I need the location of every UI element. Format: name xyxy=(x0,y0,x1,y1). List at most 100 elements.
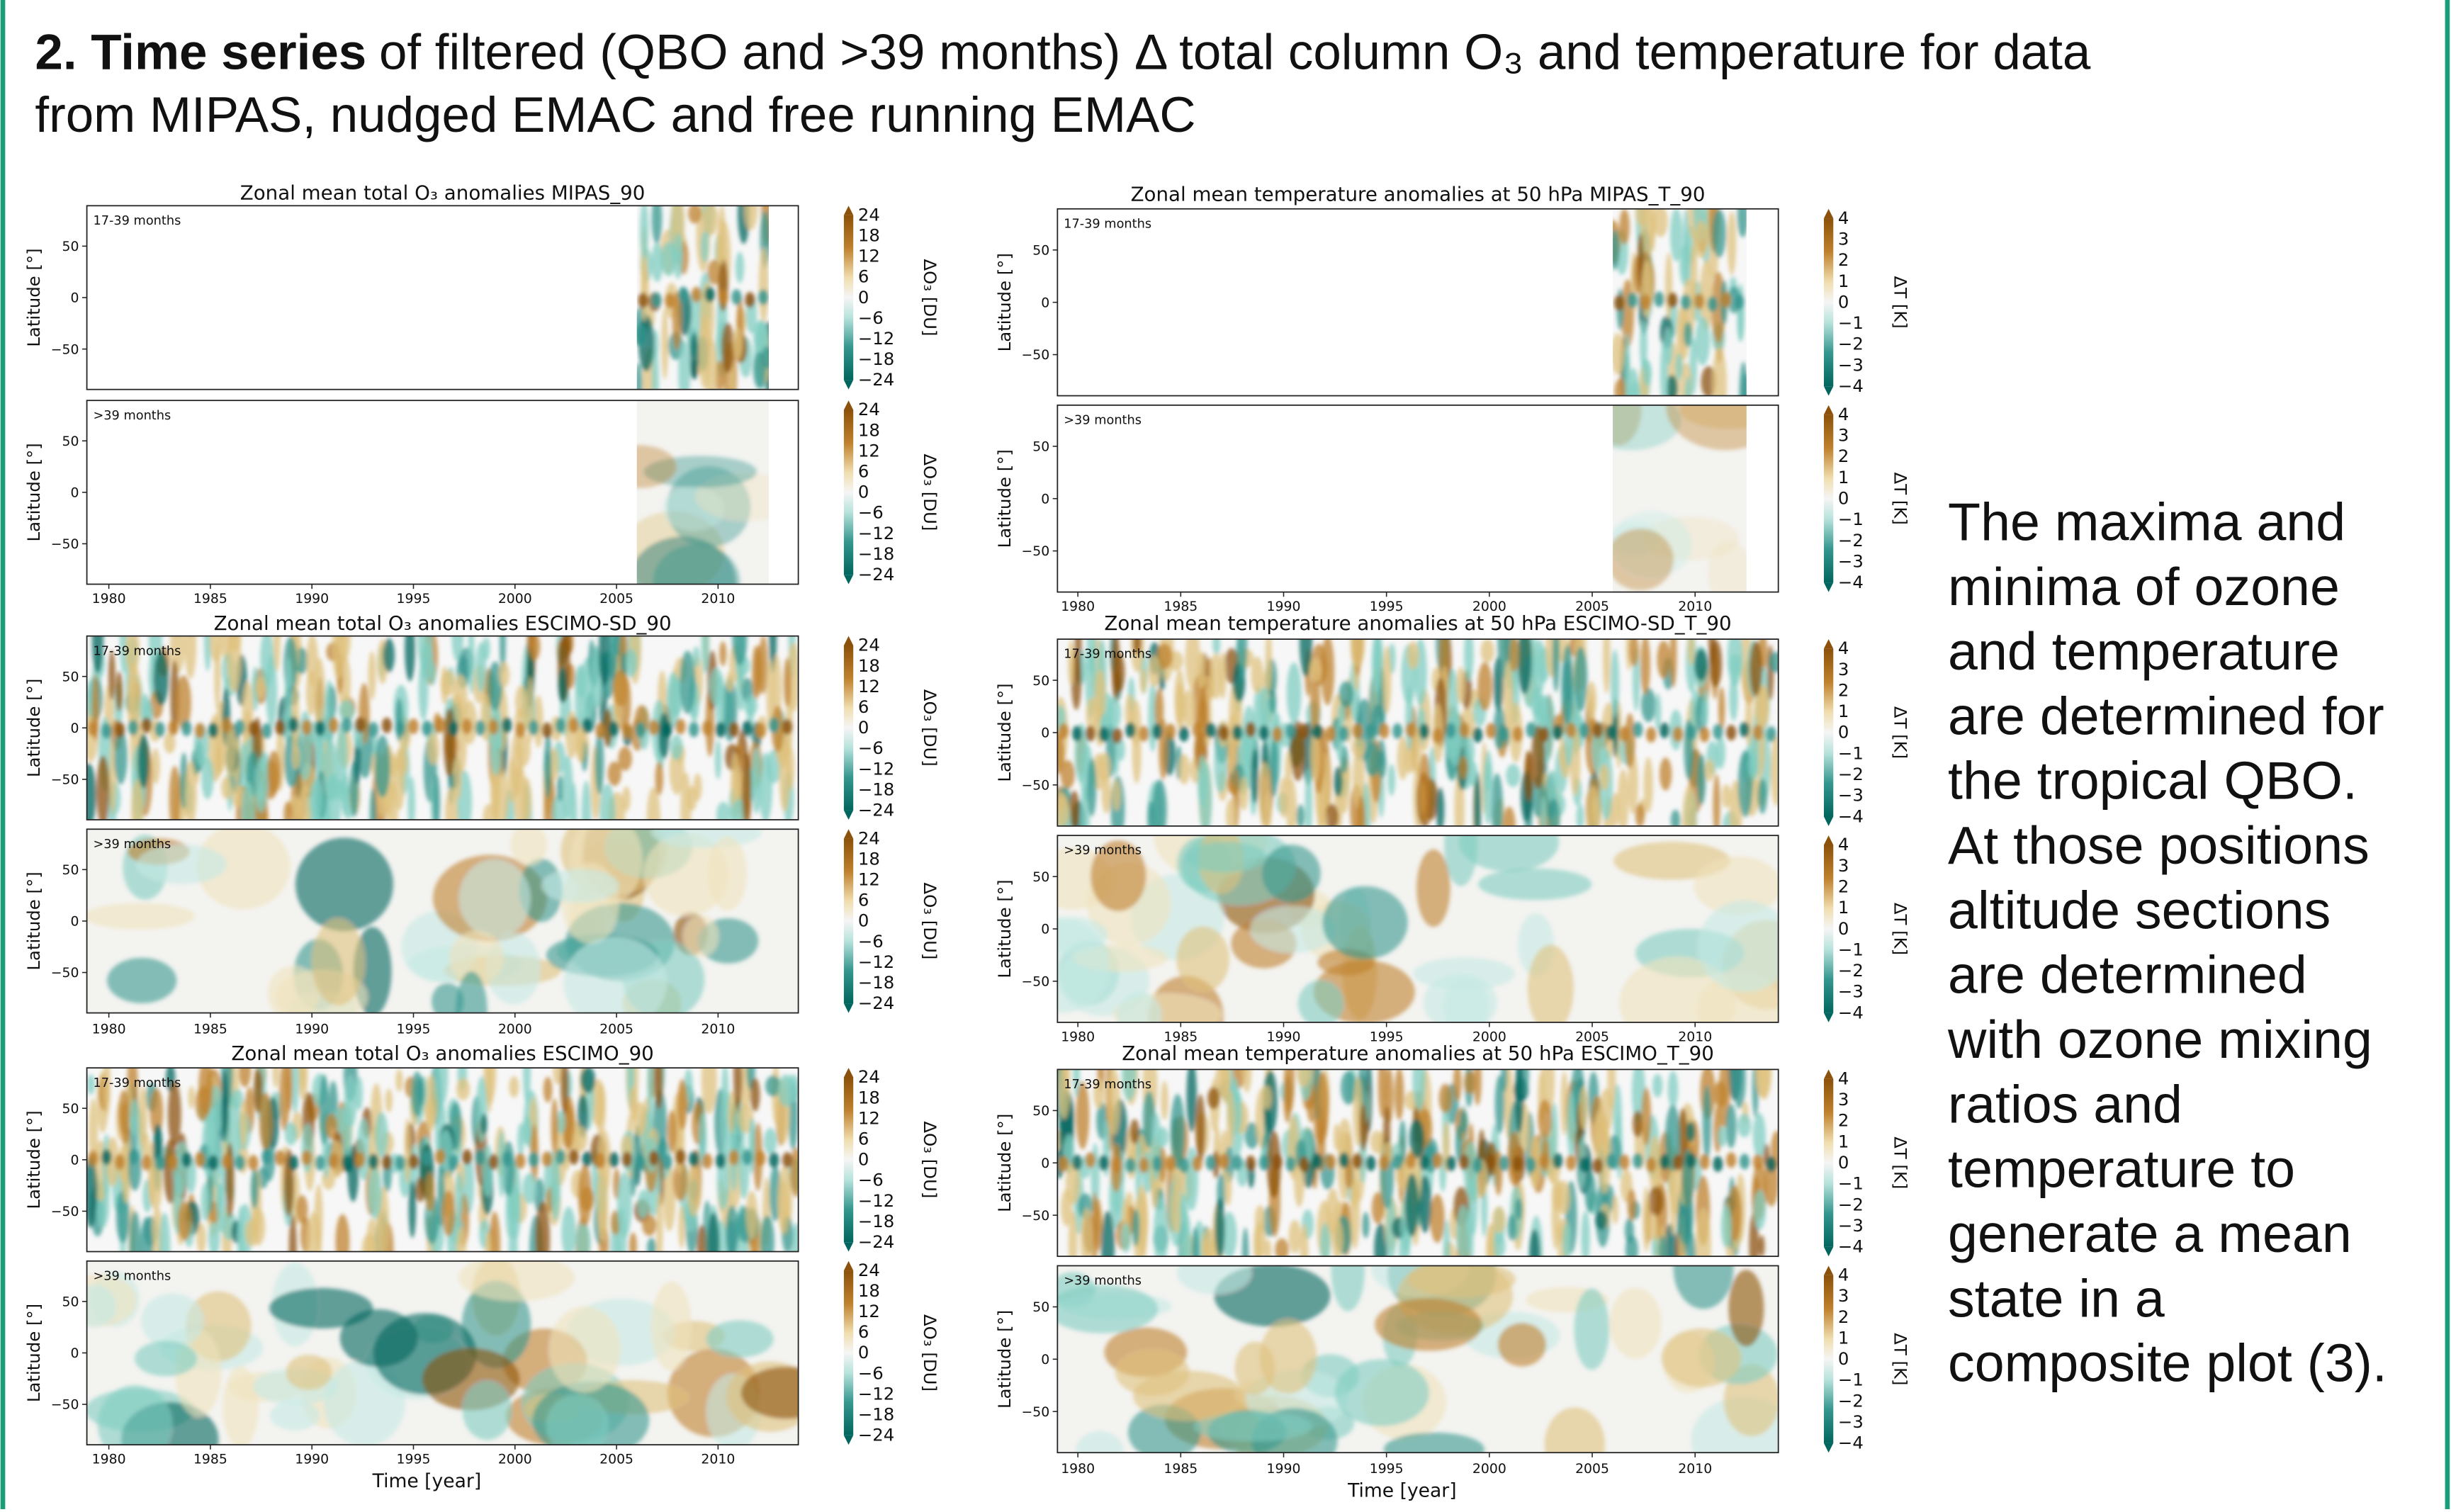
contour-blob xyxy=(573,1127,587,1152)
contour-blobs xyxy=(86,1260,799,1445)
tropical-blob xyxy=(449,721,459,737)
x-tick-label: 1980 xyxy=(92,1022,126,1037)
y-tick-label: 0 xyxy=(71,1153,79,1168)
contour-blob xyxy=(603,709,613,747)
contour-blob xyxy=(742,752,752,820)
tropical-blob xyxy=(742,1149,753,1166)
contour-blob xyxy=(1533,639,1545,695)
colorbar-tick-label: −1 xyxy=(1838,743,1864,763)
contour-blob xyxy=(599,784,616,820)
colorbar-tick-label: 0 xyxy=(858,287,869,308)
contour-blob xyxy=(1210,653,1222,699)
tropical-blob xyxy=(1459,1154,1470,1170)
tropical-blob xyxy=(301,1149,312,1166)
tropical-blob xyxy=(248,1155,259,1171)
contour-blob xyxy=(1412,1069,1426,1111)
contour-blob xyxy=(1341,1071,1357,1105)
colorbar-tick-label: −3 xyxy=(1838,785,1864,806)
contour-blob xyxy=(1350,1178,1360,1249)
x-tick-label: 2010 xyxy=(1678,1030,1712,1045)
contour-blob xyxy=(1524,750,1533,802)
tropical-blob xyxy=(422,1150,432,1166)
colorbar xyxy=(1823,218,1834,387)
tropical-blob xyxy=(638,293,648,309)
contour-blob xyxy=(1586,785,1600,826)
tropical-blob xyxy=(381,1153,393,1170)
tropical-blob xyxy=(1686,1153,1696,1169)
contour-blob xyxy=(491,741,502,776)
tropical-blob xyxy=(1312,1153,1323,1169)
contour-blob xyxy=(1659,757,1672,791)
contour-blob xyxy=(1171,1185,1183,1234)
contour-blob xyxy=(497,1130,506,1197)
colorbar-tick-label: −6 xyxy=(858,738,884,758)
tropical-blob xyxy=(782,1152,793,1168)
contour-blob xyxy=(415,1177,426,1202)
contour-blob xyxy=(551,794,567,820)
contour-blob xyxy=(118,1090,130,1136)
tropical-blob xyxy=(621,1151,633,1168)
colorbar xyxy=(843,838,854,1004)
colorbar-extend xyxy=(843,1260,854,1271)
panel-title: Zonal mean total O₃ anomalies ESCIMO_90 xyxy=(231,1042,653,1065)
contour-blob xyxy=(1060,760,1075,789)
y-tick-label: 0 xyxy=(1041,726,1049,741)
tropical-blob xyxy=(582,718,592,734)
contour-blob xyxy=(706,1320,774,1358)
x-tick-label: 1995 xyxy=(1370,1030,1404,1045)
tropical-blob xyxy=(235,719,245,735)
contour-field xyxy=(1057,1265,1779,1453)
contour-blob xyxy=(616,1172,632,1238)
contour-blob xyxy=(1613,529,1674,591)
contour-blob xyxy=(1416,849,1450,927)
y-tick-label: 0 xyxy=(1041,295,1049,310)
contour-blob xyxy=(1669,1171,1677,1235)
tropical-blob xyxy=(555,1149,565,1165)
tropical-blob xyxy=(408,1153,419,1170)
contour-blob xyxy=(441,1190,456,1236)
contour-blob xyxy=(1546,770,1558,804)
tropical-blob xyxy=(1285,723,1296,739)
colorbar-extend xyxy=(1823,582,1834,592)
contour-blob xyxy=(1567,1091,1576,1158)
colorbar-label: ΔO₃ [DU] xyxy=(920,689,940,767)
colorbar-label: ΔT [K] xyxy=(1891,903,1911,955)
contour-blob xyxy=(714,740,721,780)
tropical-blob xyxy=(715,721,726,738)
contour-blob xyxy=(89,1098,98,1167)
contour-blob xyxy=(237,1205,244,1252)
contour-blob xyxy=(1531,725,1545,789)
contour-blob xyxy=(581,780,592,820)
contour-blob xyxy=(86,1155,98,1228)
y-tick-label: 50 xyxy=(1032,440,1049,455)
tropical-blob xyxy=(1739,1153,1750,1170)
contour-blob xyxy=(1443,1219,1450,1257)
contour-blob xyxy=(1721,784,1731,808)
contour-blob xyxy=(1517,639,1532,694)
contour-blob xyxy=(1185,842,1268,873)
contour-blob xyxy=(1753,1190,1767,1230)
contour-blob xyxy=(1460,1110,1468,1134)
tropical-blob xyxy=(461,1149,473,1166)
contour-blob xyxy=(577,1163,592,1226)
side-text-line: altitude sections xyxy=(1948,880,2331,940)
contour-blob xyxy=(1057,1285,1159,1333)
colorbar-tick-label: −24 xyxy=(858,1231,894,1252)
contour-blob xyxy=(253,1069,264,1113)
contour-blob xyxy=(1244,1122,1260,1149)
colorbar-extend xyxy=(843,1068,854,1078)
contour-blob xyxy=(250,1168,259,1209)
colorbar-label: ΔO₃ [DU] xyxy=(920,1121,940,1198)
colorbar-tick-label: 18 xyxy=(858,419,880,440)
contour-blob xyxy=(1552,639,1560,692)
contour-blob xyxy=(1057,795,1069,826)
contour-blob xyxy=(1713,1081,1728,1108)
contour-blob xyxy=(1324,803,1339,826)
x-tick-label: 2000 xyxy=(1472,599,1506,614)
contour-blob xyxy=(1387,764,1396,796)
contour-blob xyxy=(203,636,212,672)
tropical-blob xyxy=(1325,1153,1336,1170)
colorbar-tick-label: 4 xyxy=(1838,1265,1849,1285)
tropical-blob xyxy=(1672,726,1683,743)
